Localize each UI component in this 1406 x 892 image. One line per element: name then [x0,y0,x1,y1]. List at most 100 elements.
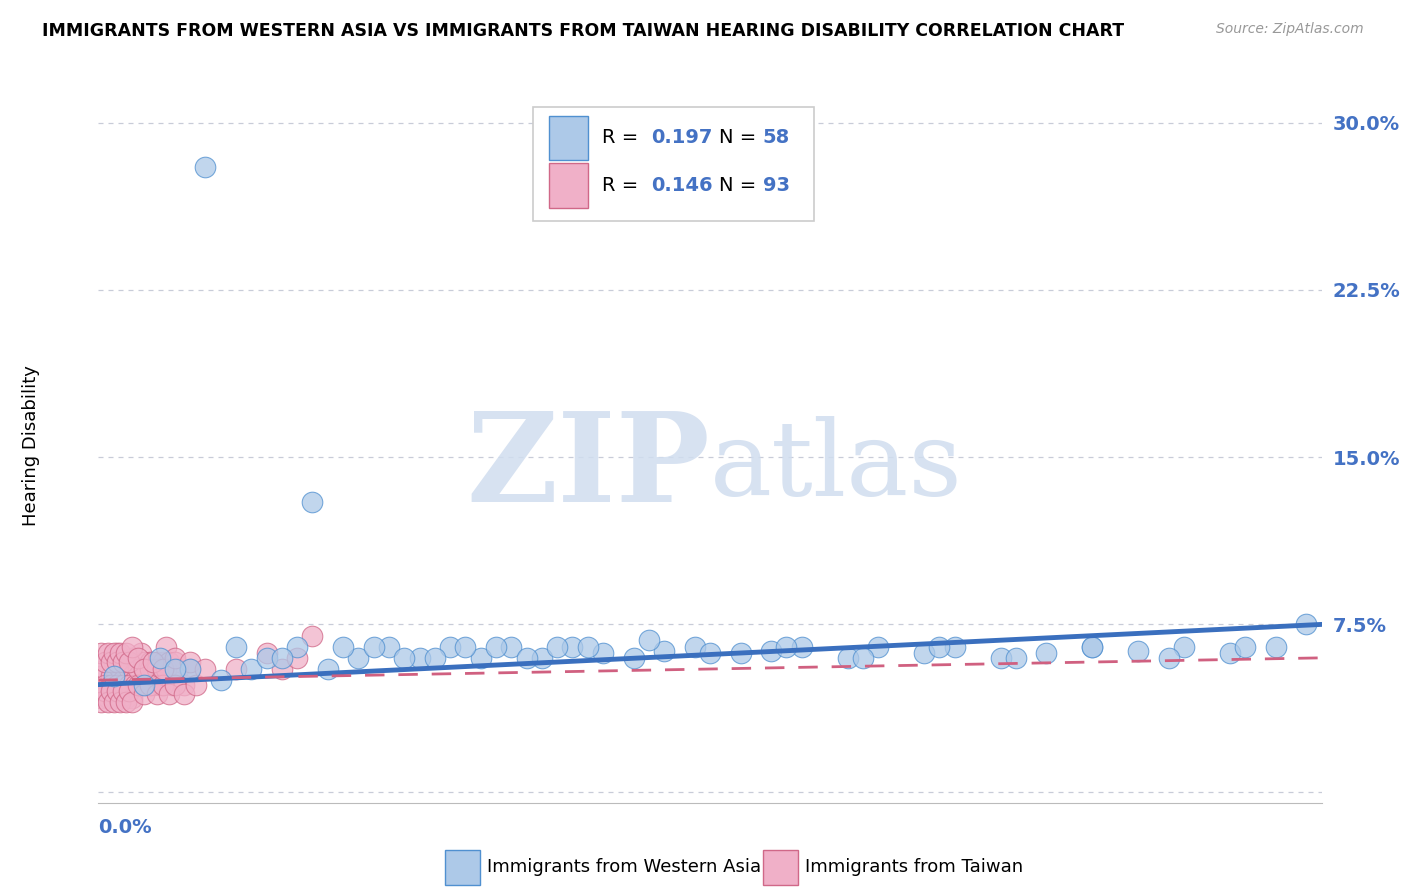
Point [301,494,323,508]
Point [332,640,354,654]
Point [1173,640,1195,654]
Point [111,678,134,692]
Point [990,651,1012,665]
Text: Hearing Disability: Hearing Disability [22,366,41,526]
Point [139,662,162,676]
Point [501,640,523,654]
Point [127,651,149,665]
Text: Immigrants from Taiwan: Immigrants from Taiwan [806,858,1024,876]
Point [142,655,165,669]
Point [103,690,125,705]
Point [149,673,172,687]
Point [194,160,217,174]
Point [127,662,149,676]
Text: IMMIGRANTS FROM WESTERN ASIA VS IMMIGRANTS FROM TAIWAN HEARING DISABILITY CORREL: IMMIGRANTS FROM WESTERN ASIA VS IMMIGRAN… [42,22,1125,40]
Point [93,684,115,698]
Point [129,646,152,660]
Point [139,655,162,669]
Point [454,640,477,654]
Text: 93: 93 [762,176,790,195]
Point [1295,617,1317,632]
Point [111,684,134,698]
Point [134,662,156,676]
Point [1157,651,1180,665]
Point [160,673,183,687]
Point [145,687,167,701]
Point [270,662,292,676]
Point [363,640,385,654]
Text: Source: ZipAtlas.com: Source: ZipAtlas.com [1216,22,1364,37]
Point [157,687,180,701]
Point [118,662,141,676]
Point [730,646,752,660]
Point [173,678,195,692]
Point [652,644,675,658]
Point [868,640,890,654]
Point [852,651,875,665]
Point [576,640,599,654]
Point [134,655,156,669]
Point [115,690,138,705]
Point [179,655,201,669]
Point [423,651,446,665]
Point [103,655,125,669]
Point [90,646,112,660]
Point [118,678,141,692]
Point [100,655,122,669]
FancyBboxPatch shape [762,849,799,885]
Point [1035,646,1057,660]
Point [530,651,553,665]
Point [378,640,401,654]
Text: atlas: atlas [710,417,963,518]
FancyBboxPatch shape [548,116,588,160]
Point [152,662,174,676]
Point [485,640,508,654]
Text: Immigrants from Western Asia: Immigrants from Western Asia [488,858,762,876]
Point [179,662,201,676]
Point [152,655,174,669]
Text: R =: R = [602,128,645,147]
Point [943,640,966,654]
Point [105,678,128,692]
Point [100,678,122,692]
Text: R =: R = [602,176,645,195]
Text: 0.146: 0.146 [651,176,713,195]
Point [145,655,167,669]
Point [108,690,131,705]
Point [142,678,165,692]
Point [100,684,122,698]
Point [90,669,112,683]
Point [134,678,156,692]
Point [152,678,174,692]
Point [439,640,461,654]
Point [97,678,120,692]
Point [124,673,146,687]
Point [97,646,120,660]
Point [105,646,128,660]
Point [592,646,614,660]
Point [163,662,186,676]
Point [118,684,141,698]
Point [111,655,134,669]
Point [837,651,859,665]
Text: ZIP: ZIP [467,407,710,528]
Point [1081,640,1104,654]
Point [1264,640,1286,654]
Point [103,669,125,683]
Point [139,678,162,692]
Text: 0.0%: 0.0% [98,819,152,838]
Point [470,651,492,665]
Point [100,669,122,683]
Point [347,651,370,665]
Point [108,646,131,660]
Point [155,662,177,676]
Point [115,655,138,669]
Point [1004,651,1026,665]
Point [173,687,195,701]
Point [90,690,112,705]
Point [1128,644,1150,658]
FancyBboxPatch shape [548,163,588,208]
Point [145,662,167,676]
Point [115,696,138,710]
Point [93,655,115,669]
